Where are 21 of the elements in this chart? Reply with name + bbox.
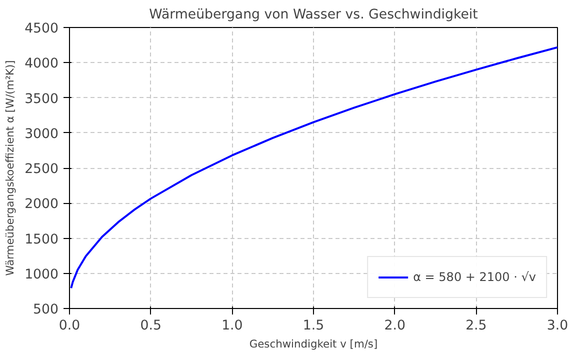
y-tick-label: 2000: [24, 197, 59, 212]
legend-label: α = 580 + 2100 · √v: [413, 270, 536, 284]
x-tick-label: 3.0: [546, 318, 568, 334]
y-tick-label: 1500: [24, 232, 59, 248]
x-tick-label: 2.0: [384, 318, 406, 334]
x-axis-title: Geschwindigkeit v [m/s]: [249, 338, 378, 350]
y-tick-label: 4500: [24, 22, 59, 36]
x-tick-label: 1.5: [302, 318, 324, 334]
y-tick-label: 1000: [24, 267, 59, 282]
chart-title: Wärmeübergang von Wasser vs. Geschwindigkeit: [149, 8, 478, 22]
x-tick-label: 1.0: [222, 318, 243, 334]
y-tick-label: 2500: [24, 162, 59, 177]
y-tick-label: 3000: [24, 126, 59, 142]
x-tick-label: 2.5: [466, 318, 487, 334]
y-tick-label: 4000: [24, 56, 59, 72]
y-tick-label: 500: [33, 302, 59, 318]
line-series: [70, 46, 558, 290]
x-tick-label: 0.5: [140, 318, 162, 334]
x-tick-label: 0.0: [58, 318, 80, 334]
y-axis-title: Wärmeübergangskoeffizient α [W/(m²K)]: [4, 60, 17, 276]
y-tick-label: 3500: [24, 92, 59, 107]
